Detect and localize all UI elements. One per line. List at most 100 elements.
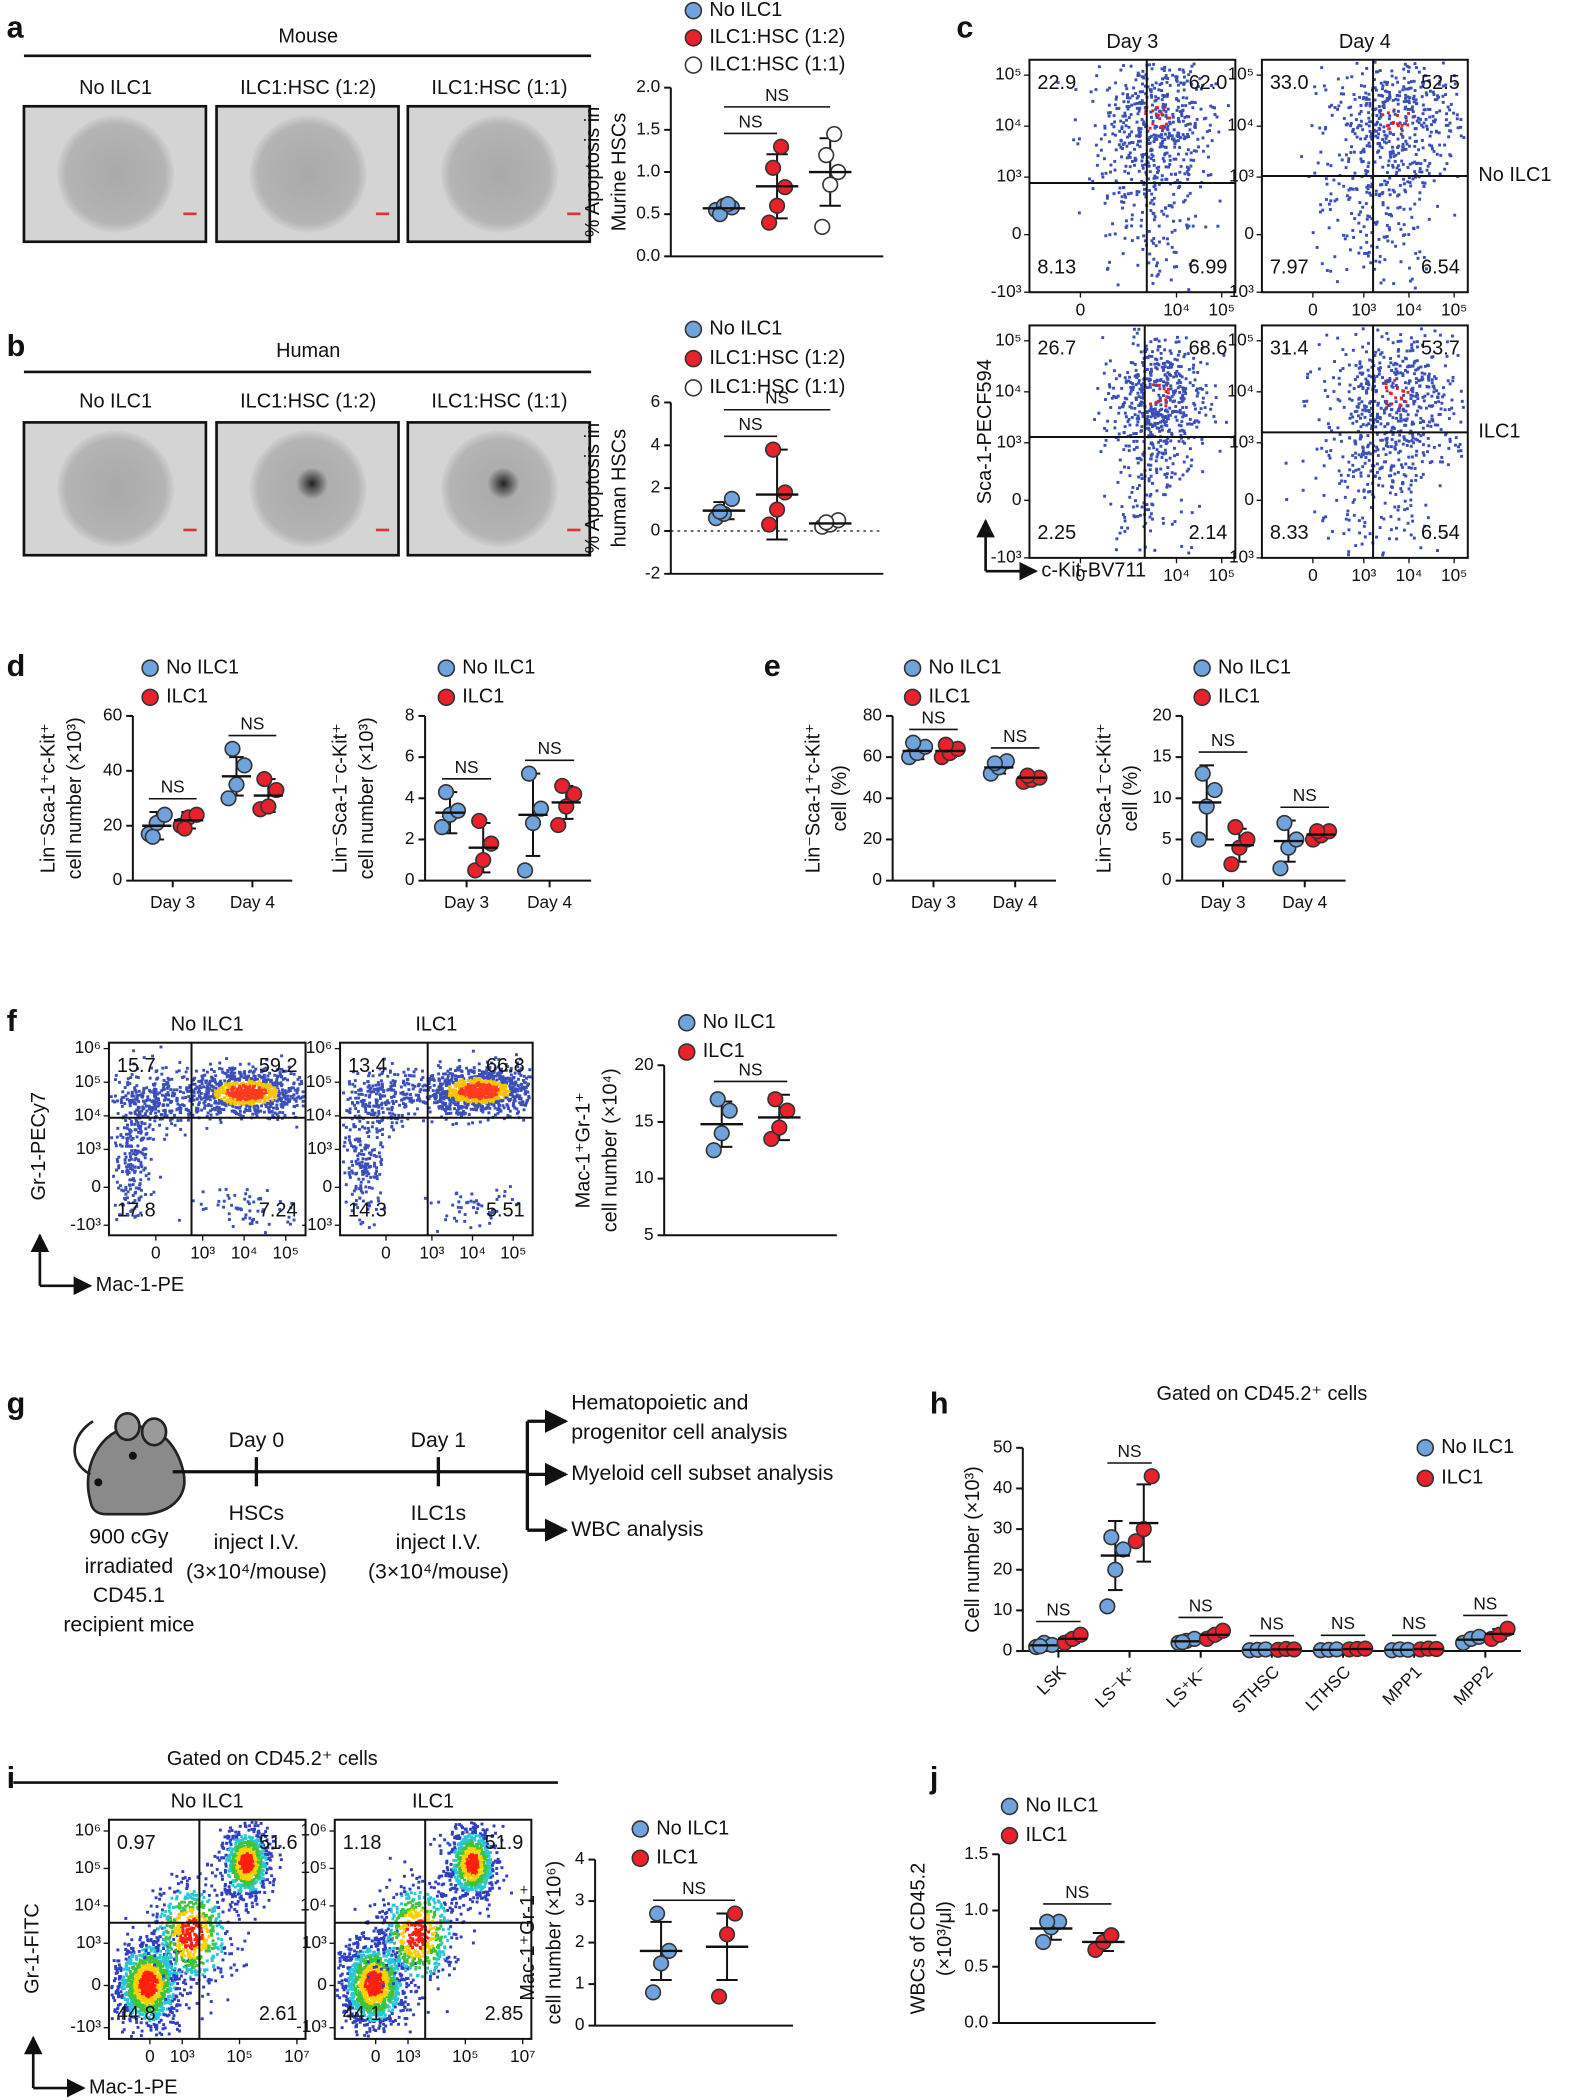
event-dot	[1149, 209, 1153, 212]
event-dot	[1164, 416, 1167, 420]
event-dot	[492, 1074, 496, 1078]
event-dot	[514, 1053, 518, 1057]
event-dot	[115, 1218, 119, 1222]
event-dot	[1416, 393, 1420, 397]
event-dot	[250, 1221, 254, 1225]
event-dot	[186, 1089, 190, 1093]
event-dot	[1170, 137, 1174, 141]
y-tick-label: 80	[863, 705, 882, 725]
event-dot	[1314, 476, 1318, 480]
event-dot	[1348, 436, 1352, 440]
event-dot	[1366, 368, 1370, 372]
event-dot	[1178, 350, 1181, 354]
event-dot	[1137, 404, 1141, 407]
event-dot	[227, 1091, 231, 1095]
event-dot	[1375, 114, 1379, 117]
event-dot	[1140, 505, 1144, 509]
data-point	[905, 734, 922, 751]
event-dot	[1407, 112, 1411, 115]
event-dot	[1153, 412, 1157, 416]
event-dot	[153, 1099, 157, 1103]
event-dot	[1391, 381, 1395, 385]
event-dot	[1441, 386, 1445, 390]
event-dot	[1393, 472, 1397, 476]
event-dot	[1377, 132, 1381, 136]
event-dot	[1366, 214, 1370, 218]
event-dot	[1158, 429, 1162, 433]
event-dot	[1450, 406, 1454, 410]
event-dot	[1376, 150, 1380, 154]
event-dot	[1151, 443, 1155, 447]
event-dot	[237, 1113, 241, 1116]
event-dot	[164, 1110, 167, 1114]
event-dot	[238, 1102, 242, 1106]
event-dot	[465, 1066, 468, 1070]
event-dot	[1111, 132, 1115, 136]
event-dot	[202, 1085, 206, 1089]
event-dot	[1149, 157, 1153, 161]
event-dot	[1375, 412, 1379, 416]
event-dot	[1185, 96, 1189, 100]
event-dot	[1113, 232, 1117, 236]
event-dot	[448, 1098, 452, 1102]
event-dot	[165, 1133, 169, 1137]
event-dot	[177, 1218, 181, 1222]
event-dot	[1146, 386, 1149, 390]
event-dot	[1187, 422, 1191, 426]
event-dot	[246, 1082, 249, 1086]
x-tick-label: Day 4	[230, 892, 275, 912]
event-dot	[1162, 212, 1166, 216]
event-dot	[202, 1096, 206, 1100]
event-dot	[173, 1123, 177, 1127]
event-dot	[1335, 280, 1339, 284]
event-dot	[1124, 195, 1128, 199]
event-dot	[114, 1078, 117, 1082]
event-dot	[166, 1103, 170, 1107]
event-dot	[1396, 137, 1400, 141]
event-dot	[1410, 277, 1414, 281]
event-dot	[132, 1062, 136, 1066]
event-dot	[1456, 353, 1460, 357]
event-dot	[255, 1088, 259, 1092]
event-dot	[1138, 90, 1142, 94]
event-dot	[1388, 193, 1392, 197]
event-dot	[1444, 123, 1448, 127]
event-dot	[1130, 217, 1134, 221]
event-dot	[1175, 97, 1179, 101]
event-dot	[218, 1083, 222, 1087]
event-dot	[253, 1088, 257, 1092]
event-dot	[1403, 62, 1407, 66]
event-dot	[242, 1083, 245, 1087]
event-dot	[1099, 450, 1103, 454]
scale-bar	[567, 528, 581, 532]
event-dot	[1123, 376, 1127, 380]
event-dot	[529, 1075, 532, 1079]
event-dot	[1126, 93, 1130, 97]
event-dot	[1381, 376, 1384, 380]
event-dot	[1365, 66, 1369, 70]
event-dot	[1172, 157, 1176, 161]
event-dot	[1191, 106, 1195, 110]
event-dot	[1367, 383, 1371, 387]
event-dot	[287, 1065, 291, 1069]
event-dot	[1171, 400, 1175, 404]
event-dot	[224, 1104, 228, 1108]
event-dot	[1461, 405, 1465, 409]
event-dot	[1200, 346, 1204, 350]
event-dot	[1390, 369, 1394, 372]
event-dot	[1387, 213, 1391, 217]
x-tick-label: Day 3	[1201, 892, 1246, 912]
event-dot	[1194, 87, 1198, 91]
event-dot	[1407, 381, 1411, 385]
event-dot	[1408, 136, 1412, 140]
micrograph-label: No ILC1	[79, 77, 152, 99]
panel-label: j	[929, 1761, 939, 1795]
event-dot	[208, 1098, 212, 1102]
event-dot	[1395, 362, 1399, 366]
event-dot	[1394, 440, 1398, 444]
event-dot	[1134, 499, 1137, 503]
event-dot	[1408, 207, 1412, 211]
event-dot	[1176, 381, 1180, 385]
event-dot	[1319, 150, 1323, 154]
event-dot	[1159, 444, 1163, 448]
